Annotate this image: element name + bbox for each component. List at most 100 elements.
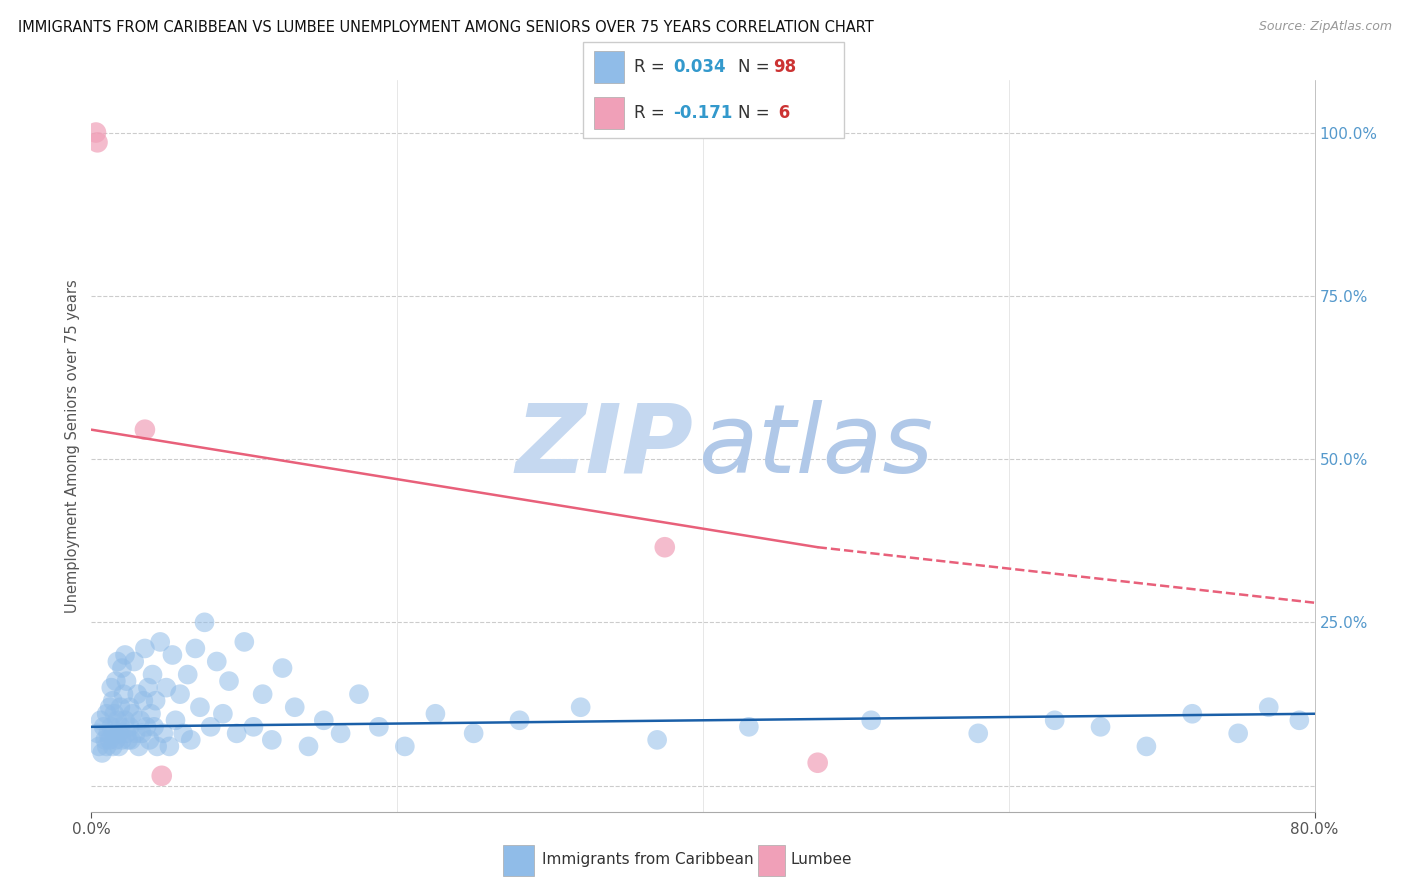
Point bbox=[297, 739, 319, 754]
Point bbox=[394, 739, 416, 754]
Point bbox=[111, 661, 134, 675]
Point bbox=[347, 687, 370, 701]
Point bbox=[367, 720, 389, 734]
Text: ZIP: ZIP bbox=[516, 400, 693, 492]
Point bbox=[118, 700, 141, 714]
Point bbox=[104, 732, 127, 747]
Point bbox=[184, 641, 207, 656]
Point bbox=[645, 732, 668, 747]
Point bbox=[134, 641, 156, 656]
Text: atlas: atlas bbox=[699, 400, 934, 492]
Point bbox=[129, 714, 152, 728]
Point bbox=[112, 687, 135, 701]
Point bbox=[97, 726, 120, 740]
Point bbox=[284, 700, 307, 714]
Point bbox=[193, 615, 215, 630]
Point bbox=[139, 706, 162, 721]
Point bbox=[110, 720, 132, 734]
Point bbox=[86, 726, 108, 740]
Point bbox=[127, 687, 149, 701]
Text: N =: N = bbox=[738, 58, 770, 76]
Point bbox=[96, 739, 118, 754]
Point bbox=[152, 726, 174, 740]
Point bbox=[329, 726, 352, 740]
Point bbox=[145, 694, 167, 708]
Point bbox=[1135, 739, 1157, 754]
Point bbox=[90, 714, 112, 728]
Point bbox=[218, 674, 240, 689]
Point bbox=[1181, 706, 1204, 721]
Text: 6: 6 bbox=[773, 103, 790, 121]
Point bbox=[1227, 726, 1250, 740]
Point bbox=[110, 700, 132, 714]
Point bbox=[114, 648, 136, 662]
Point bbox=[117, 732, 139, 747]
Text: Immigrants from Caribbean: Immigrants from Caribbean bbox=[541, 852, 754, 866]
Point bbox=[120, 732, 142, 747]
Point bbox=[165, 714, 187, 728]
Point bbox=[1257, 700, 1279, 714]
Point bbox=[1043, 714, 1066, 728]
Point bbox=[105, 714, 128, 728]
Point bbox=[425, 706, 447, 721]
Point bbox=[157, 739, 180, 754]
Point bbox=[91, 746, 114, 760]
Point bbox=[84, 126, 107, 140]
Point bbox=[108, 726, 131, 740]
Point bbox=[738, 720, 761, 734]
Point bbox=[242, 720, 264, 734]
Point bbox=[172, 726, 194, 740]
Point bbox=[188, 700, 211, 714]
Point bbox=[463, 726, 485, 740]
Point bbox=[225, 726, 247, 740]
Point bbox=[136, 681, 159, 695]
Point bbox=[135, 720, 157, 734]
FancyBboxPatch shape bbox=[503, 846, 534, 876]
Point bbox=[155, 681, 177, 695]
Point bbox=[143, 720, 166, 734]
Point bbox=[98, 732, 121, 747]
Point bbox=[569, 700, 592, 714]
Text: R =: R = bbox=[634, 58, 665, 76]
FancyBboxPatch shape bbox=[583, 42, 844, 138]
Point bbox=[121, 706, 143, 721]
Point bbox=[200, 720, 222, 734]
Point bbox=[105, 655, 128, 669]
Point bbox=[150, 769, 173, 783]
Point bbox=[96, 706, 118, 721]
Point bbox=[177, 667, 200, 681]
Point bbox=[131, 726, 153, 740]
Point bbox=[252, 687, 274, 701]
Point bbox=[205, 655, 228, 669]
Point bbox=[101, 694, 124, 708]
Text: Lumbee: Lumbee bbox=[790, 852, 852, 866]
Text: IMMIGRANTS FROM CARIBBEAN VS LUMBEE UNEMPLOYMENT AMONG SENIORS OVER 75 YEARS COR: IMMIGRANTS FROM CARIBBEAN VS LUMBEE UNEM… bbox=[18, 20, 875, 35]
Point bbox=[169, 687, 191, 701]
Point bbox=[1090, 720, 1112, 734]
Point bbox=[271, 661, 294, 675]
Point bbox=[138, 732, 160, 747]
Y-axis label: Unemployment Among Seniors over 75 years: Unemployment Among Seniors over 75 years bbox=[65, 279, 80, 613]
Text: R =: R = bbox=[634, 103, 665, 121]
Point bbox=[114, 714, 136, 728]
Point bbox=[115, 674, 138, 689]
Point bbox=[103, 726, 125, 740]
FancyBboxPatch shape bbox=[758, 846, 785, 876]
Text: Source: ZipAtlas.com: Source: ZipAtlas.com bbox=[1258, 20, 1392, 33]
Point bbox=[260, 732, 283, 747]
Text: 0.034: 0.034 bbox=[673, 58, 725, 76]
Point bbox=[100, 681, 122, 695]
FancyBboxPatch shape bbox=[593, 51, 624, 83]
Point bbox=[860, 714, 883, 728]
Point bbox=[101, 739, 124, 754]
Point bbox=[212, 706, 235, 721]
Point bbox=[128, 739, 150, 754]
Point bbox=[111, 732, 134, 747]
Point bbox=[87, 739, 110, 754]
Point bbox=[141, 667, 163, 681]
Text: N =: N = bbox=[738, 103, 770, 121]
Point bbox=[233, 635, 256, 649]
Point bbox=[162, 648, 184, 662]
Text: -0.171: -0.171 bbox=[673, 103, 733, 121]
Point bbox=[103, 706, 125, 721]
